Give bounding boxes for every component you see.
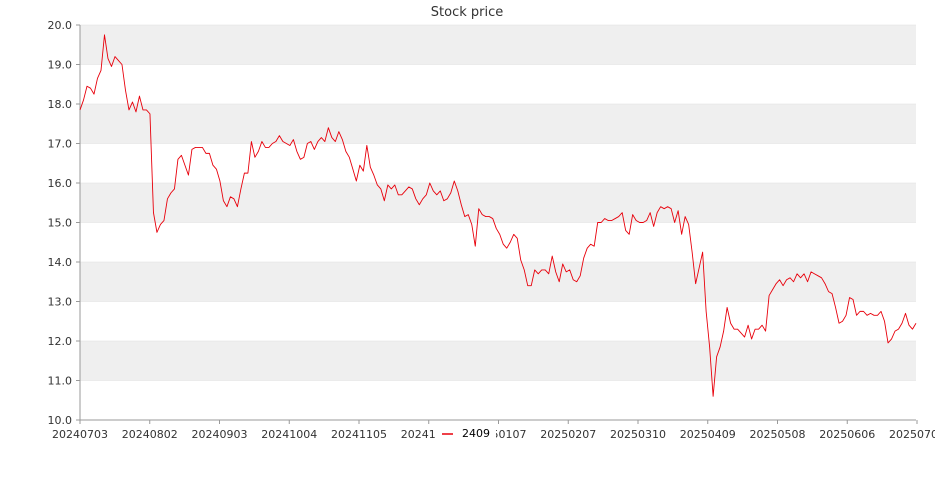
x-tick-label: 20250310 <box>610 428 666 441</box>
legend: 2409 <box>436 424 496 442</box>
x-tick-label: 20250606 <box>819 428 875 441</box>
x-tick-label: 20240903 <box>192 428 248 441</box>
y-tick-label: 17.0 <box>48 138 73 151</box>
chart-title: Stock price <box>431 5 503 20</box>
y-axis-ticks: 10.0 11.0 12.0 13.0 14.0 15.0 16.0 17.0 18.0 19.0… <box>48 19 80 427</box>
y-tick-label: 19.0 <box>48 59 73 72</box>
grid-band <box>80 25 916 65</box>
x-tick-label: 20250409 <box>680 428 736 441</box>
x-tick-label: 20250207 <box>540 428 596 441</box>
y-tick-label: 20.0 <box>48 19 73 32</box>
x-tick-label: 20240802 <box>122 428 178 441</box>
y-tick-label: 11.0 <box>48 375 73 388</box>
x-tick-label: 20240703 <box>52 428 108 441</box>
series-group <box>79 34 917 397</box>
grid-band <box>80 341 916 381</box>
x-axis-ticks: 20240703 20240802 20240903 20241004 20241105… <box>52 420 935 441</box>
grid-band <box>80 104 916 144</box>
y-tick-label: 15.0 <box>48 217 73 230</box>
y-tick-label: 16.0 <box>48 177 73 190</box>
y-tick-label: 18.0 <box>48 98 73 111</box>
legend-label-2409: 2409 <box>462 427 490 440</box>
x-tick-label: 20241105 <box>331 428 387 441</box>
grid-band <box>80 183 916 223</box>
x-tick-label: 20250508 <box>750 428 806 441</box>
series-line-2409 <box>79 34 917 397</box>
y-tick-label: 14.0 <box>48 256 73 269</box>
y-tick-label: 10.0 <box>48 414 73 427</box>
grid-lines <box>80 24 916 421</box>
grid-band <box>80 262 916 302</box>
grid-bands <box>80 25 916 381</box>
y-tick-label: 12.0 <box>48 335 73 348</box>
x-tick-label: 20250708 <box>889 428 935 441</box>
y-tick-label: 13.0 <box>48 296 73 309</box>
legend-background <box>436 424 496 442</box>
x-tick-label: 20241004 <box>261 428 317 441</box>
